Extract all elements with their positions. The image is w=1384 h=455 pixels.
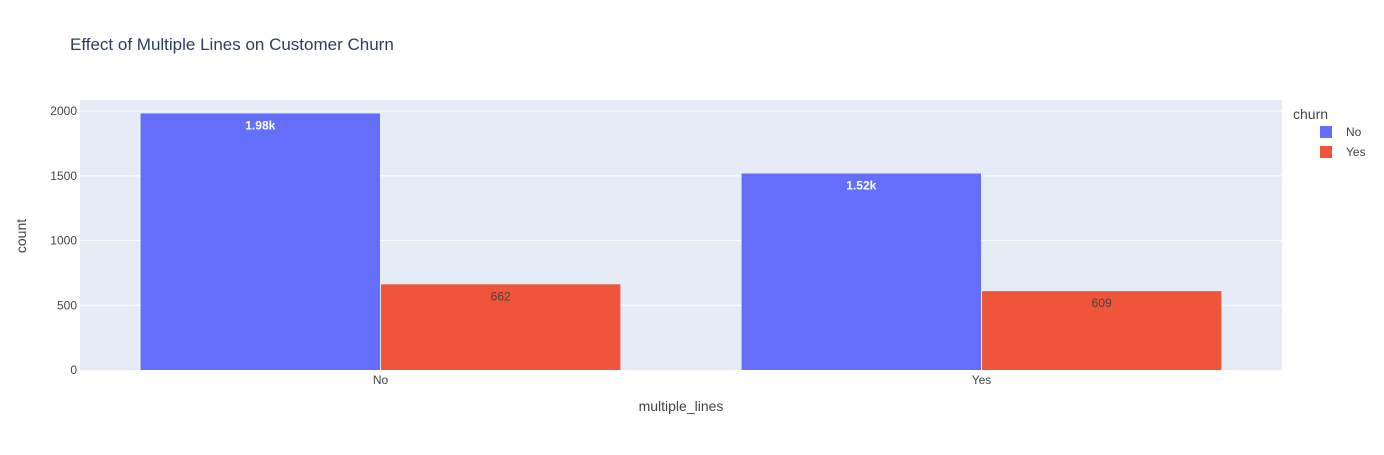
data-labels: 1.98k 662 1.52k 609 xyxy=(245,118,1112,310)
bar-no-no xyxy=(140,113,380,370)
x-axis-title: multiple_lines xyxy=(639,398,724,414)
bar-yes-no xyxy=(381,284,621,370)
legend-label-no[interactable]: No xyxy=(1346,125,1362,139)
bar-no-yes xyxy=(741,173,981,370)
data-label: 662 xyxy=(491,289,511,303)
y-tick-label: 0 xyxy=(70,363,77,377)
legend-title: churn xyxy=(1293,106,1328,122)
x-tick-label: Yes xyxy=(972,373,992,387)
chart-title: Effect of Multiple Lines on Customer Chu… xyxy=(70,35,394,54)
x-axis-ticks: No Yes xyxy=(373,373,991,387)
y-tick-label: 2000 xyxy=(50,104,77,118)
x-tick-label: No xyxy=(373,373,389,387)
data-label: 609 xyxy=(1092,296,1112,310)
legend-swatch-yes[interactable] xyxy=(1320,146,1332,158)
legend-swatch-no[interactable] xyxy=(1320,126,1332,138)
legend: churn No Yes xyxy=(1293,106,1366,159)
y-tick-label: 500 xyxy=(57,298,77,312)
data-label: 1.98k xyxy=(245,118,275,132)
legend-label-yes[interactable]: Yes xyxy=(1346,145,1366,159)
y-axis-ticks: 0 500 1000 1500 2000 xyxy=(50,104,77,377)
y-tick-label: 1000 xyxy=(50,234,77,248)
y-tick-label: 1500 xyxy=(50,169,77,183)
bar-yes-yes xyxy=(982,291,1222,370)
bars xyxy=(140,113,1222,370)
y-axis-title: count xyxy=(13,219,29,253)
legend-items: No Yes xyxy=(1320,125,1366,159)
data-label: 1.52k xyxy=(846,179,876,193)
